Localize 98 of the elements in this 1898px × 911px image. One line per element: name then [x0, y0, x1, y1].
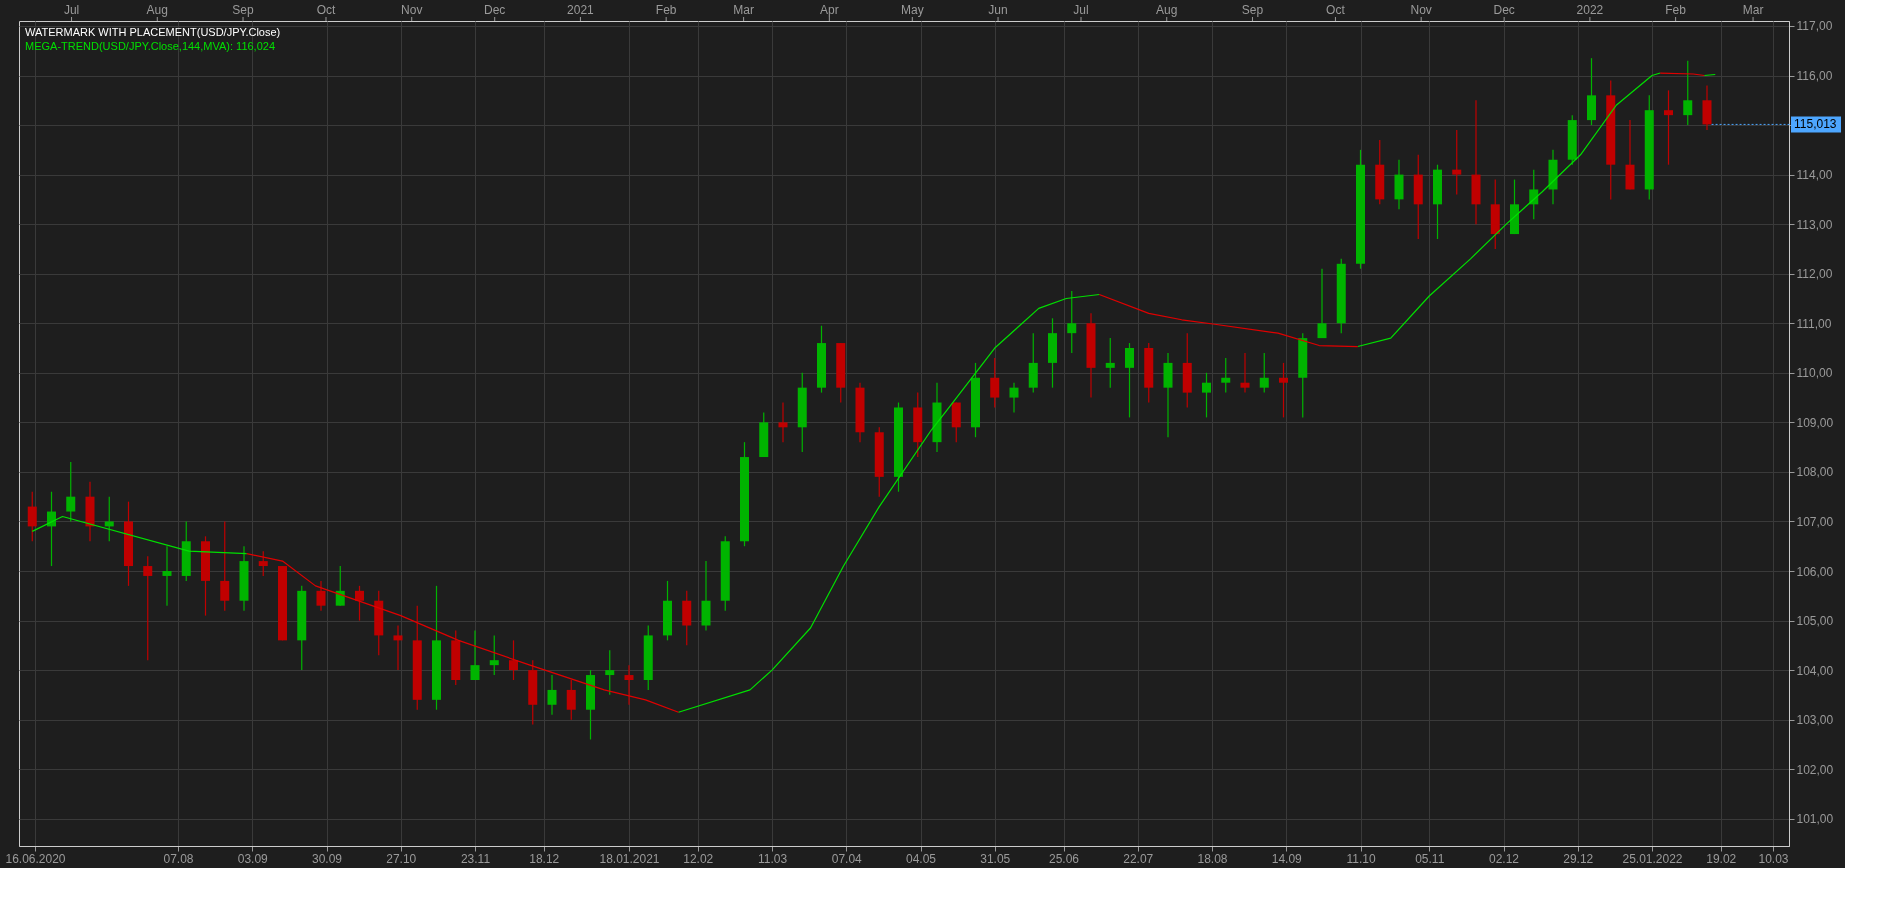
x-tick-label: 05.11 [1415, 851, 1445, 866]
x2-tick-label: May [900, 3, 924, 17]
y-tick-label: 101,00 [1796, 812, 1834, 827]
candlestick [258, 550, 268, 577]
x2-tick-label: Nov [1410, 3, 1432, 17]
x-tick-label: 18.08 [1197, 851, 1228, 866]
candlestick [1240, 352, 1250, 394]
x-tick-label: 07.08 [163, 851, 194, 866]
candlestick [1529, 169, 1539, 220]
y-tick-label: 114,00 [1796, 168, 1833, 183]
candlestick [1279, 362, 1288, 418]
candlestick [489, 634, 499, 676]
candlestick [1664, 89, 1673, 166]
candlestick [1452, 129, 1462, 196]
y-tick-label: 106,00 [1796, 564, 1834, 579]
x2-tick-label: Jun [988, 3, 1008, 17]
x2-tick-label: Feb [655, 3, 677, 17]
y-tick-label: 117,00 [1796, 19, 1833, 34]
candlestick [162, 545, 172, 607]
candlestick [1067, 290, 1077, 354]
x2-tick-label: Apr [819, 3, 839, 17]
x2-tick-label: Dec [484, 3, 506, 17]
x-tick-label: 10.03 [1758, 851, 1789, 866]
x2-tick-label: Sep [1241, 3, 1264, 17]
candlestick [990, 357, 1000, 409]
candlestick [605, 649, 615, 696]
x-tick-label: 02.12 [1488, 851, 1520, 866]
candlestick [778, 401, 788, 443]
x2-tick-label: Jul [63, 3, 80, 17]
x-tick-label: 11.10 [1346, 851, 1376, 866]
x-tick-label: 11.03 [757, 851, 788, 866]
text: MEGA-TREND(USD/JPY.Close,144,MVA): 116,024 [25, 40, 276, 52]
x-tick-label: 29.12 [1563, 851, 1594, 866]
y-tick-label: 116,00 [1796, 69, 1833, 83]
x-tick-label: 16.06.2020 [5, 851, 66, 866]
candlestick [220, 520, 230, 612]
y-tick-label: 105,00 [1796, 614, 1834, 629]
candlestick [355, 585, 364, 622]
x2-tick-label: Aug [146, 3, 168, 17]
candlestick [1221, 357, 1231, 394]
x-tick-label: 25.01.2022 [1622, 851, 1683, 866]
candlestick [143, 555, 153, 661]
candlestick [1317, 268, 1327, 339]
candlestick [335, 565, 345, 607]
y-tick-label: 103,00 [1796, 713, 1834, 728]
candlestick [316, 580, 326, 612]
x2-tick-label: Sep [232, 3, 255, 17]
y-tick-label: 112,00 [1796, 267, 1833, 282]
y-tick-label: 109,00 [1796, 415, 1834, 430]
candlestick [393, 624, 403, 671]
candlestick [1259, 352, 1269, 394]
candlestick [509, 639, 518, 681]
x-tick-label: 14.09 [1271, 851, 1303, 866]
candlestick [27, 491, 37, 542]
x2-tick-label: Nov [401, 3, 423, 17]
candlestick [547, 674, 557, 716]
y-tick-label: 104,00 [1796, 663, 1834, 678]
candlestick [566, 679, 576, 721]
x-tick-label: 18.01.2021 [599, 851, 660, 866]
x-tick-label: 22.07 [1123, 851, 1154, 866]
annotation: WATERMARK WITH PLACEMENT(USD/JPY.Close) [25, 26, 281, 38]
candlestick [624, 664, 634, 706]
y-tick-label: 102,00 [1796, 762, 1834, 777]
candlestick [1105, 337, 1115, 389]
y-tick-label: 110,00 [1796, 366, 1833, 381]
candlestick [1683, 60, 1693, 126]
x2-tick-label: Jul [1073, 3, 1089, 17]
x-tick-label: 30.09 [311, 851, 343, 866]
x-tick-label: 25.06 [1048, 851, 1080, 866]
y-tick-label: 107,00 [1796, 514, 1834, 529]
candlestick [104, 496, 114, 542]
x-tick-label: 27.10 [386, 851, 417, 866]
x-tick-label: 07.04 [831, 851, 863, 866]
candlestick [1125, 342, 1134, 418]
x2-tick-label: Mar [1742, 3, 1764, 17]
candlestick [66, 461, 76, 523]
annotation: 115,013 [1794, 117, 1837, 132]
x-tick-label: 18.12 [529, 851, 560, 866]
x-tick-label: 04.05 [905, 851, 937, 866]
x-tick-label: 23.11 [460, 851, 491, 866]
x2-tick-label: 2022 [1576, 3, 1604, 17]
x2-tick-label: Dec [1493, 3, 1515, 17]
x2-tick-label: Oct [1326, 3, 1346, 17]
x2-tick-label: Oct [316, 3, 336, 17]
x-tick-label: 19.02 [1706, 851, 1737, 866]
y-tick-label: 108,00 [1796, 465, 1834, 480]
x-tick-label: 31.05 [980, 851, 1011, 866]
y-tick-label: 111,00 [1796, 316, 1832, 331]
x2-tick-label: Feb [1665, 3, 1687, 17]
candlestick [1202, 372, 1211, 418]
x-tick-label: 12.02 [683, 851, 714, 866]
x2-tick-label: Aug [1156, 3, 1178, 17]
candlestick [470, 629, 480, 681]
candlestick [1009, 382, 1019, 414]
x2-tick-label: 2021 [567, 3, 595, 17]
y-tick-label: 113,00 [1796, 217, 1833, 232]
x-tick-label: 03.09 [237, 851, 269, 866]
x2-tick-label: Mar [733, 3, 754, 17]
